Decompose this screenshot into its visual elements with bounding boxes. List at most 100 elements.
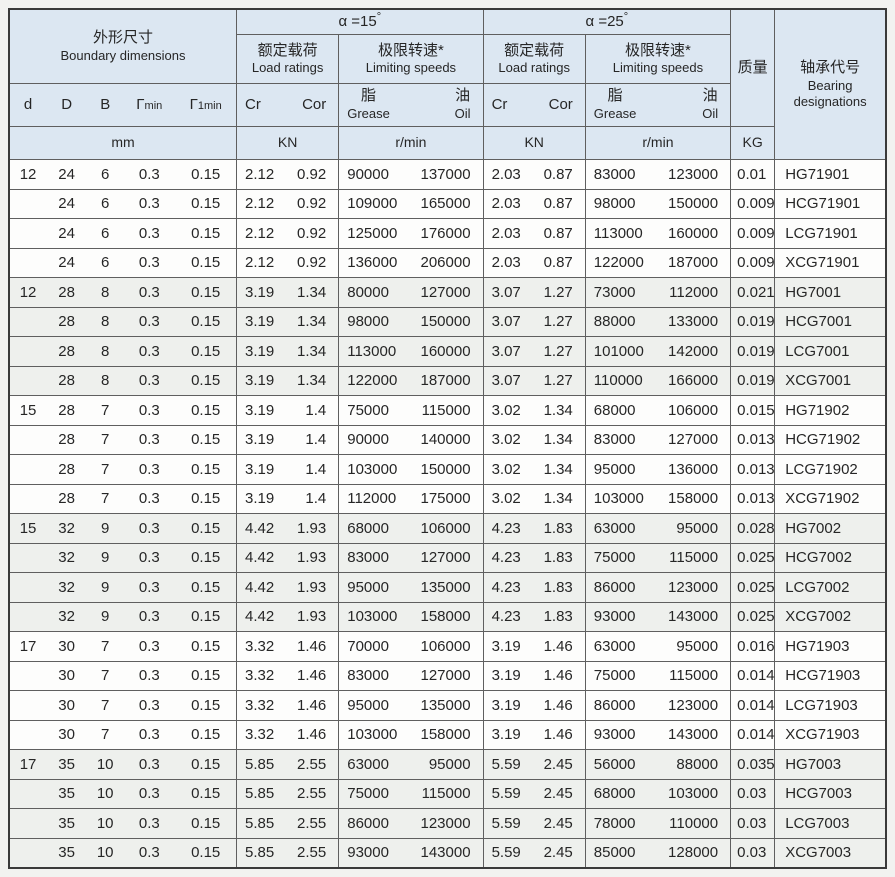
- limiting-speeds-cn: 极限转速*: [625, 41, 691, 59]
- value: 0.92: [297, 195, 327, 213]
- cell-r1min: 0.15: [175, 572, 238, 603]
- cell-mass: 0.016: [730, 631, 776, 662]
- header-cr-cor-15: Cr Cor: [236, 83, 340, 127]
- cell-r1min: 0.15: [175, 808, 238, 839]
- table-row: 35 10 0.3 0.15 5.85 2.55 86000 123000 5.59 2.45 78…: [9, 808, 886, 839]
- cell-designation: LCG7002: [774, 572, 886, 603]
- cell-B: 8: [87, 277, 124, 308]
- cell-limiting-speeds-25: 103000 158000: [585, 483, 732, 514]
- value: 115000: [421, 785, 471, 803]
- cell-limiting-speeds-15: 90000 137000: [338, 159, 484, 190]
- cell-limiting-speeds-15: 83000 127000: [338, 542, 484, 573]
- value: 83000: [347, 667, 389, 685]
- value: 1.83: [543, 549, 573, 567]
- cell-mass: 0.019: [730, 306, 776, 337]
- value: 112000: [347, 490, 397, 508]
- value: 137000: [420, 165, 471, 183]
- cell-designation: HCG71901: [774, 188, 886, 219]
- value: 93000: [347, 844, 389, 862]
- table-row: 28 8 0.3 0.15 3.19 1.34 113000 160000 3.07 1.27 10…: [9, 336, 886, 367]
- value: 1.34: [297, 372, 327, 390]
- value: 3.19: [491, 696, 521, 714]
- cell-load-ratings-25: 2.03 0.87: [483, 247, 586, 278]
- cr-label: Cr: [491, 95, 508, 113]
- value: 4.23: [491, 519, 521, 537]
- cell-r1min: 0.15: [175, 749, 238, 780]
- value: 135000: [420, 696, 471, 714]
- value: 125000: [347, 224, 398, 242]
- value: 115000: [669, 549, 719, 567]
- cell-load-ratings-25: 3.07 1.27: [483, 365, 586, 396]
- cell-load-ratings-15: 4.42 1.93: [236, 513, 340, 544]
- cell-rmin: 0.3: [123, 601, 176, 632]
- cell-rmin: 0.3: [123, 365, 176, 396]
- cell-designation: HCG71903: [774, 660, 886, 691]
- value: 103000: [593, 490, 644, 508]
- table-row: 35 10 0.3 0.15 5.85 2.55 75000 115000 5.59 2.45 68…: [9, 778, 886, 809]
- cell-load-ratings-25: 3.07 1.27: [483, 277, 586, 308]
- cell-limiting-speeds-25: 93000 143000: [585, 601, 732, 632]
- value: 1.83: [543, 519, 573, 537]
- cell-limiting-speeds-15: 109000 165000: [338, 188, 484, 219]
- cell-rmin: 0.3: [123, 277, 176, 308]
- value: 142000: [668, 342, 719, 360]
- value: 88000: [593, 313, 636, 331]
- cell-load-ratings-25: 5.59 2.45: [483, 837, 586, 869]
- value: 1.4: [305, 490, 327, 508]
- value: 3.07: [491, 342, 521, 360]
- value: 1.93: [297, 549, 327, 567]
- value: 103000: [668, 785, 719, 803]
- cell-d: [9, 808, 47, 839]
- header-alpha-15: α =15°: [236, 8, 484, 35]
- value: 75000: [347, 401, 389, 419]
- value: 3.19: [245, 490, 275, 508]
- cell-d: 12: [9, 159, 47, 190]
- value: 0.92: [297, 224, 327, 242]
- cell-limiting-speeds-15: 113000 160000: [338, 336, 484, 367]
- value: 1.93: [297, 578, 327, 596]
- value: 3.07: [491, 372, 521, 390]
- value: 123000: [668, 696, 719, 714]
- load-ratings-cn: 额定载荷: [504, 41, 565, 59]
- value: 4.42: [245, 608, 275, 626]
- cell-designation: HCG7002: [774, 542, 886, 573]
- value: 133000: [668, 313, 719, 331]
- cell-limiting-speeds-15: 103000 158000: [338, 601, 484, 632]
- cell-D: 24: [46, 247, 88, 278]
- header-boundary-dimensions: 外形尺寸 Boundary dimensions: [9, 8, 238, 84]
- value: 1.4: [305, 401, 327, 419]
- value: 4.42: [245, 519, 275, 537]
- header-col-r1min: Γ1min: [175, 83, 238, 127]
- value: 1.34: [543, 490, 573, 508]
- cell-load-ratings-15: 3.32 1.46: [236, 690, 340, 721]
- value: 3.19: [245, 342, 275, 360]
- value: 3.02: [491, 460, 521, 478]
- value: 3.02: [491, 401, 521, 419]
- oil-en: Oil: [702, 106, 719, 121]
- cell-rmin: 0.3: [123, 188, 176, 219]
- cell-r1min: 0.15: [175, 513, 238, 544]
- cell-limiting-speeds-25: 122000 187000: [585, 247, 732, 278]
- header-grease-oil-15: 脂 Grease 油 Oil: [338, 83, 484, 127]
- table-row: 17 35 10 0.3 0.15 5.85 2.55 63000 95000 5.59 2.45 5…: [9, 749, 886, 780]
- cell-rmin: 0.3: [123, 808, 176, 839]
- cell-load-ratings-25: 3.07 1.27: [483, 306, 586, 337]
- cell-d: [9, 336, 47, 367]
- cell-r1min: 0.15: [175, 159, 238, 190]
- cell-designation: LCG7001: [774, 336, 886, 367]
- value: 3.19: [245, 431, 275, 449]
- cell-d: [9, 837, 47, 869]
- cell-load-ratings-15: 3.19 1.34: [236, 365, 340, 396]
- cell-load-ratings-25: 5.59 2.45: [483, 778, 586, 809]
- cell-d: [9, 601, 47, 632]
- cell-D: 35: [46, 837, 88, 869]
- header-alpha-25: α =25°: [483, 8, 732, 35]
- cell-load-ratings-25: 3.07 1.27: [483, 336, 586, 367]
- cell-rmin: 0.3: [123, 572, 176, 603]
- cell-d: 17: [9, 631, 47, 662]
- value: 3.07: [491, 313, 521, 331]
- cell-B: 6: [87, 247, 124, 278]
- cell-designation: HG7003: [774, 749, 886, 780]
- cell-load-ratings-25: 4.23 1.83: [483, 542, 586, 573]
- cell-d: [9, 542, 47, 573]
